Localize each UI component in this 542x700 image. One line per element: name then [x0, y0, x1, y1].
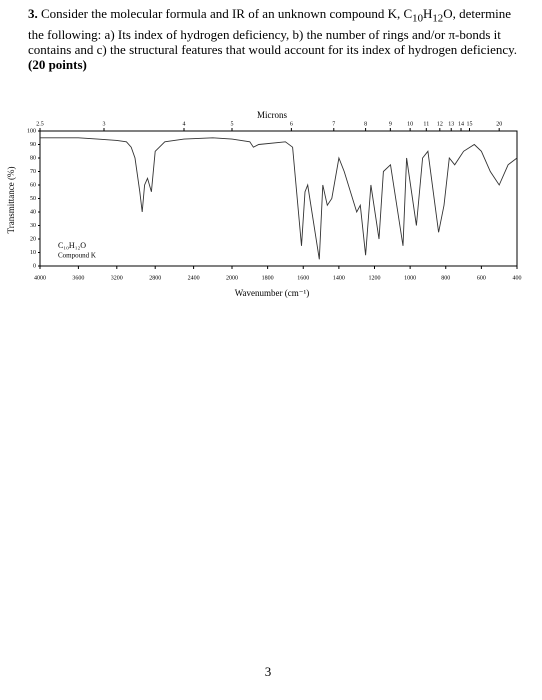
spectrum-line	[40, 137, 518, 260]
top-tick-label: 12	[437, 121, 443, 127]
top-tick-label: 9	[389, 121, 392, 127]
top-tick-label: 8	[364, 121, 367, 127]
top-tick-label: 13	[448, 121, 454, 127]
annotation: Compound K	[58, 252, 96, 260]
top-tick-label: 10	[407, 121, 413, 127]
question-text: O, determine the following: a) Its index…	[28, 6, 518, 57]
top-tick-label: 2.5	[36, 121, 44, 127]
x-tick-label: 1200	[369, 275, 381, 281]
question-number: 3.	[28, 6, 38, 21]
top-tick-label: 20	[496, 121, 502, 127]
y-tick-label: 80	[30, 155, 36, 161]
x-tick-label: 3600	[72, 275, 84, 281]
y-tick-label: 60	[30, 182, 36, 188]
y-tick-label: 100	[27, 128, 36, 134]
x-tick-label: 1000	[404, 275, 416, 281]
x-tick-label: 2000	[226, 275, 238, 281]
y-tick-label: 30	[30, 223, 36, 229]
top-tick-label: 3	[103, 121, 106, 127]
points: (20 points)	[28, 56, 87, 72]
y-axis-title: Transmittance (%)	[6, 167, 16, 234]
x-tick-label: 400	[513, 275, 522, 281]
x-tick-label: 1600	[297, 275, 309, 281]
x-tick-label: 1400	[333, 275, 345, 281]
question: 3. Consider the molecular formula and IR…	[28, 6, 528, 72]
subscript: 10	[412, 12, 423, 25]
y-tick-label: 70	[30, 169, 36, 175]
top-tick-label: 7	[332, 121, 335, 127]
top-tick-label: 11	[423, 121, 429, 127]
subscript: 12	[432, 12, 444, 25]
plot-frame	[39, 130, 518, 267]
y-tick-label: 40	[30, 209, 36, 215]
x-tick-label: 800	[441, 275, 450, 281]
x-tick-label: 2400	[188, 275, 200, 281]
top-tick-label: 5	[231, 121, 234, 127]
x-tick-label: 4000	[34, 275, 46, 281]
page-number: 3	[265, 664, 272, 679]
top-tick-label: 15	[467, 121, 473, 127]
annotation: C₁₀H₁₂O	[58, 241, 86, 250]
y-tick-label: 50	[30, 196, 36, 202]
top-tick-label: 6	[290, 121, 293, 127]
x-tick-label: 600	[477, 275, 486, 281]
x-tick-label: 1800	[262, 275, 274, 281]
x-tick-label: 3200	[111, 275, 123, 281]
y-tick-label: 10	[30, 250, 36, 256]
question-text: Consider the molecular formula and IR of…	[37, 6, 413, 21]
top-tick-label: 14	[458, 121, 464, 127]
top-tick-label: 4	[183, 121, 186, 127]
question-text: H	[422, 6, 433, 21]
y-tick-label: 0	[33, 263, 36, 269]
y-tick-label: 20	[30, 236, 36, 242]
x-axis-title: Wavenumber (cm⁻¹)	[235, 288, 309, 298]
y-tick-label: 90	[30, 142, 36, 148]
x-tick-label: 2800	[149, 275, 161, 281]
top-axis-title: Microns	[257, 110, 287, 120]
